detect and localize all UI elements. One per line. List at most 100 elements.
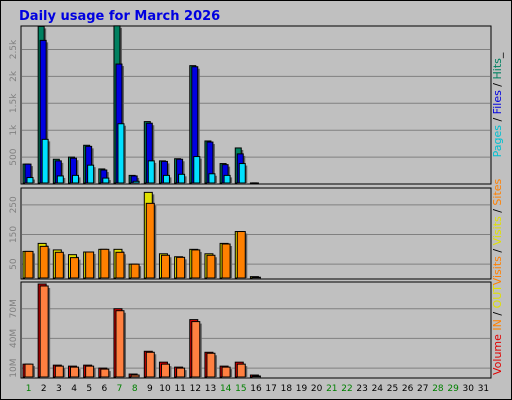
x-tick-label: 10 [159,384,171,394]
bar-in-day-7 [115,310,125,378]
panel-background [20,25,492,185]
bar-sites-day-4 [69,257,79,279]
legend-segment: OUT [491,285,504,309]
x-tick-label: 24 [372,384,384,394]
x-tick-label: 16 [250,384,262,394]
chart-panels: 500 1k 1.5k 2k 2.5k 50 150 250 10M 40M 70M [9,25,492,379]
bar-pages-day-1 [26,177,34,184]
bar-in-day-14 [221,366,231,378]
legend-segment: IN [491,319,504,330]
bar-in-day-8 [130,374,140,378]
bar-sites-day-10 [160,254,170,279]
x-tick-label: 6 [102,384,108,394]
x-tick-label: 2 [41,384,47,394]
bar-shadow [135,183,142,184]
y-tick-label: 50 [9,258,19,270]
x-tick-label: 26 [402,384,414,394]
legend-segment: / [491,206,504,217]
y-tick-label: 10M [9,358,19,377]
x-tick-label: 27 [417,384,428,394]
x-tick-label: 14 [220,384,232,394]
x-tick-label: 7 [117,384,123,394]
bar-sites-day-8 [130,263,140,279]
panel-volume: 10M 40M 70M [9,281,492,379]
y-tick-label: 2.5k [9,39,19,59]
x-tick-label: 19 [296,384,308,394]
x-tick-label: 28 [432,384,444,394]
x-tick-label: 4 [71,384,77,394]
bar-in-day-6 [100,368,110,378]
legend-segment: Hits [491,58,504,80]
bar-sites-day-6 [100,248,110,279]
x-tick-label: 13 [205,384,216,394]
legend-segment: / [491,245,504,256]
legend-segment: _ [491,52,504,59]
bar-in-day-2 [39,285,49,378]
x-tick-label: 15 [235,384,246,394]
bar-in-day-12 [191,321,201,378]
x-tick-label: 22 [341,384,352,394]
y-tick-label: 500 [9,148,19,165]
bar-sites-day-2 [39,245,49,279]
bar-pages-day-9 [147,160,155,184]
legend-segment: Visits [491,216,504,245]
panel-background [20,281,492,379]
bar-in-day-5 [85,365,95,378]
right-legend-labels: Pages / Files / Hits_ Visits / Visits / S… [491,52,504,375]
bar-sites-day-1 [24,250,34,279]
bar-sites-day-15 [236,231,246,279]
bar-pages-day-5 [87,164,95,184]
y-tick-label: 2k [9,70,19,82]
x-tick-label: 29 [447,384,459,394]
bar-in-day-1 [24,363,34,378]
bar-sites-day-13 [206,254,216,279]
bar-sites-day-14 [221,243,231,279]
legend-segment: / [491,114,504,125]
x-tick-label: 3 [56,384,62,394]
x-tick-label: 11 [174,384,185,394]
bar-pages-day-11 [178,173,186,184]
y-tick-label: 250 [9,196,19,213]
legend-segment: Files [491,90,504,114]
bar-in-day-11 [176,367,186,378]
x-tick-label: 20 [311,384,323,394]
bar-sites-day-7 [115,251,125,279]
bar-sites-day-9 [145,202,155,279]
x-tick-label: 18 [281,384,293,394]
x-tick-label: 17 [265,384,276,394]
x-tick-label: 25 [387,384,398,394]
panel-visits-sites: 50 150 250 [9,187,492,280]
bar-shadow [252,377,261,378]
y-tick-label: 70M [9,299,19,318]
bar-pages-day-10 [162,174,170,184]
bar-in-day-3 [54,365,64,378]
x-tick-label: 21 [326,384,337,394]
legend-segment: Volume [491,334,504,375]
bar-pages-day-12 [193,156,201,184]
bar-pages-day-2 [41,138,49,184]
bar-pages-day-6 [102,177,110,184]
bar-pages-day-8 [132,180,140,184]
y-tick-label: 1k [9,124,19,136]
bar-sites-day-16 [251,276,261,279]
y-tick-label: 1.5k [9,93,19,113]
x-tick-label: 1 [26,384,32,394]
bar-in-day-16 [251,375,261,378]
y-tick-label: 40M [9,329,19,348]
x-tick-label: 30 [463,384,475,394]
bar-pages-day-7 [117,123,125,184]
legend-segment: / [491,79,504,90]
bar-in-day-4 [69,366,79,378]
bar-pages-day-14 [223,174,231,184]
bar-pages-day-13 [208,173,216,184]
x-tick-label: 9 [147,384,153,394]
x-axis-labels: 1 2 3 4 5 6 7 8 9 10 11 12 13 14 15 16 17 18 19 20 21 22 23 24 2… [26,384,489,394]
x-tick-label: 23 [356,384,367,394]
bar-in-day-15 [236,363,246,378]
x-tick-label: 5 [86,384,92,394]
bar-pages-day-3 [56,175,64,184]
x-tick-label: 31 [478,384,489,394]
x-tick-label: 12 [190,384,201,394]
y-tick-label: 150 [9,226,19,243]
chart-title: Daily usage for March 2026 [19,9,220,24]
